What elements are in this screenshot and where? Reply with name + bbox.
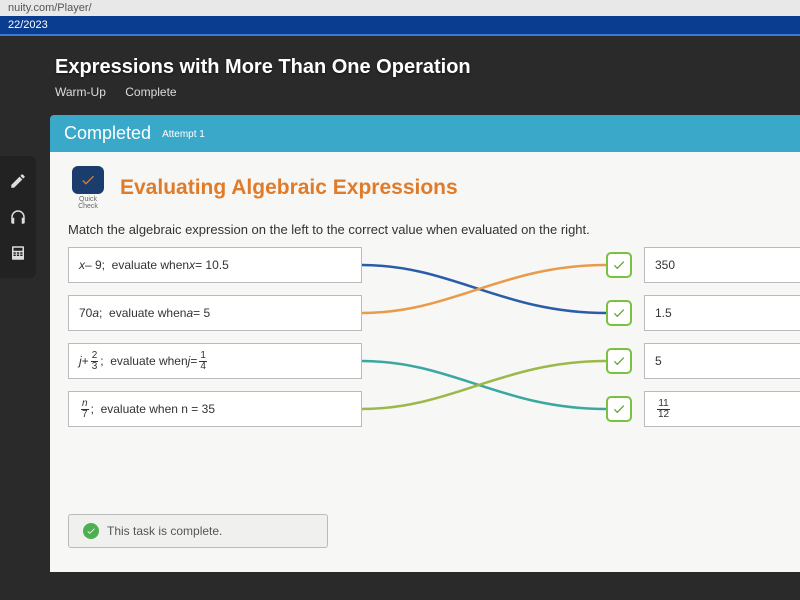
instruction-text: Match the algebraic expression on the le…	[68, 222, 782, 237]
left-toolbar	[0, 156, 36, 278]
content-card: Quick Check Evaluating Algebraic Express…	[50, 152, 800, 572]
task-complete-text: This task is complete.	[107, 524, 222, 538]
check-2	[606, 300, 632, 326]
expression-column: x – 9; evaluate when x = 10.5 70a; evalu…	[68, 247, 362, 439]
completed-text: Completed	[64, 123, 151, 143]
headphones-icon[interactable]	[7, 206, 29, 228]
expression-4[interactable]: n7; evaluate when n = 35	[68, 391, 362, 427]
attempt-text: Attempt 1	[162, 129, 205, 140]
warmup-label: Warm-Up	[55, 85, 106, 99]
complete-check-icon	[83, 523, 99, 539]
section-title: Evaluating Algebraic Expressions	[120, 176, 458, 200]
completed-bar: Completed Attempt 1	[50, 115, 800, 152]
page-header: Expressions with More Than One Operation…	[0, 46, 800, 107]
check-1	[606, 252, 632, 278]
check-column	[606, 247, 634, 444]
quick-label-2: Check	[68, 203, 108, 210]
check-3	[606, 348, 632, 374]
quick-check-badge: Quick Check	[68, 166, 108, 210]
answer-2[interactable]: 1.5	[644, 295, 800, 331]
calculator-icon[interactable]	[7, 242, 29, 264]
sub-header: Warm-Up Complete	[55, 85, 800, 99]
expression-1[interactable]: x – 9; evaluate when x = 10.5	[68, 247, 362, 283]
quick-label-1: Quick	[68, 196, 108, 203]
date-bar: 22/2023	[0, 16, 800, 36]
answer-3[interactable]: 5	[644, 343, 800, 379]
badge-check-icon	[72, 166, 104, 194]
answer-column: 350 1.5 5 1112	[644, 247, 800, 439]
expression-3[interactable]: j + 23; evaluate when j = 14	[68, 343, 362, 379]
answer-4[interactable]: 1112	[644, 391, 800, 427]
answer-1[interactable]: 350	[644, 247, 800, 283]
page-title: Expressions with More Than One Operation	[55, 56, 800, 79]
expression-2[interactable]: 70a; evaluate when a = 5	[68, 295, 362, 331]
pencil-icon[interactable]	[7, 170, 29, 192]
complete-label: Complete	[125, 85, 176, 99]
connection-lines	[362, 247, 612, 447]
url-bar: nuity.com/Player/	[0, 0, 800, 16]
task-complete-pill: This task is complete.	[68, 514, 328, 548]
match-area: x – 9; evaluate when x = 10.5 70a; evalu…	[68, 247, 782, 447]
main-container: Expressions with More Than One Operation…	[0, 36, 800, 600]
check-4	[606, 396, 632, 422]
quick-check-row: Quick Check Evaluating Algebraic Express…	[68, 166, 782, 210]
